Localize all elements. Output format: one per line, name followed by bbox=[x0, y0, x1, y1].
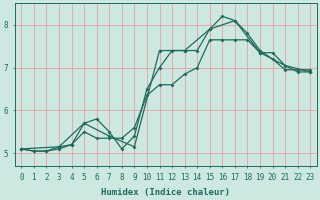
X-axis label: Humidex (Indice chaleur): Humidex (Indice chaleur) bbox=[101, 188, 230, 197]
